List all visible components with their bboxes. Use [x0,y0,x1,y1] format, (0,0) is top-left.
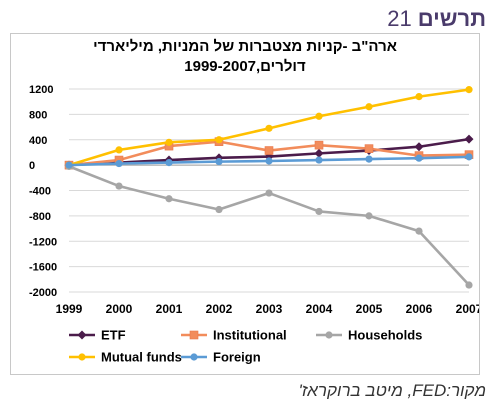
legend-label-mutual-funds: Mutual funds [101,350,182,365]
data-point-foreign [265,157,273,165]
x-tick-label: 2007 [456,302,479,316]
data-point-households [115,182,123,190]
x-tick-label: 2003 [256,302,283,316]
data-point-foreign [115,159,123,168]
data-point-mutual-funds [415,93,423,101]
y-tick-label: -1600 [29,262,57,274]
chart-title-line-1: ארה"ב -קניות מצטברות של המניות, מיליארדי [93,38,397,55]
y-tick-label: -800 [29,211,51,223]
y-tick-label: 800 [29,109,47,121]
data-point-mutual-funds [315,112,323,120]
data-point-households [365,212,373,220]
chart-title-line-2: דולרים,1999-2007 [184,58,306,75]
source-note: מקור:FED, מיטב ברוקראז' [298,381,487,400]
x-tick-label: 2002 [206,302,233,316]
y-tick-label: -1200 [29,236,57,248]
legend-marker-etf [77,330,87,340]
y-tick-label: -400 [29,186,51,198]
data-point-etf [464,134,474,144]
line-chart: 1200 800 400 0 -400 -800 -1200 -1600 -2000 1999 20… [29,84,479,365]
data-point-mutual-funds [265,124,273,132]
x-tick-label: 2000 [106,302,133,316]
data-point-institutional [314,140,324,150]
data-point-institutional [364,144,374,153]
data-point-etf [314,148,324,158]
legend-label-etf: ETF [101,328,126,343]
data-point-foreign [165,158,173,167]
x-tick-label: 2006 [406,302,433,316]
data-point-households [315,207,323,216]
y-tick-label: 400 [29,135,47,147]
data-point-institutional [264,146,274,155]
data-point-foreign [215,158,223,166]
y-tick-label: 0 [29,160,35,172]
legend-marker-mutual-funds [78,353,86,361]
x-tick-label: 2004 [306,302,333,316]
data-point-mutual-funds [365,103,373,111]
data-point-foreign [365,155,373,163]
legend-label-institutional: Institutional [213,328,287,343]
series-line-households [68,165,470,286]
data-point-households [465,281,473,289]
data-point-etf [414,142,424,152]
x-tick-label: 2005 [356,302,383,316]
data-point-foreign [315,156,323,164]
slide-title-number: 21 [387,6,412,31]
data-point-mutual-funds [465,86,473,94]
x-tick-label: 1999 [56,302,83,316]
data-point-foreign [415,154,423,162]
data-point-mutual-funds [165,138,173,146]
data-point-foreign [465,153,473,161]
data-point-households [265,189,273,197]
legend-marker-households [325,331,333,339]
slide-title-text: תרשים [417,6,486,31]
data-point-mutual-funds [215,136,223,144]
data-point-mutual-funds [115,146,123,154]
y-tick-label: -2000 [29,287,57,299]
data-point-households [165,195,173,203]
data-point-households [415,227,423,235]
legend-label-foreign: Foreign [213,350,261,365]
x-tick-label: 2001 [156,302,183,316]
y-tick-label: 1200 [29,84,53,96]
slide-title: תרשים21 [387,6,486,32]
chart-container: ארה"ב -קניות מצטברות של המניות, מיליארדי… [10,33,480,375]
legend-marker-institutional [189,330,199,340]
chart-title: ארה"ב -קניות מצטברות של המניות, מיליארדי… [11,37,479,77]
data-point-households [215,205,223,214]
legend-label-households: Households [348,328,422,343]
legend-marker-foreign [190,353,198,361]
data-point-foreign [65,161,73,169]
